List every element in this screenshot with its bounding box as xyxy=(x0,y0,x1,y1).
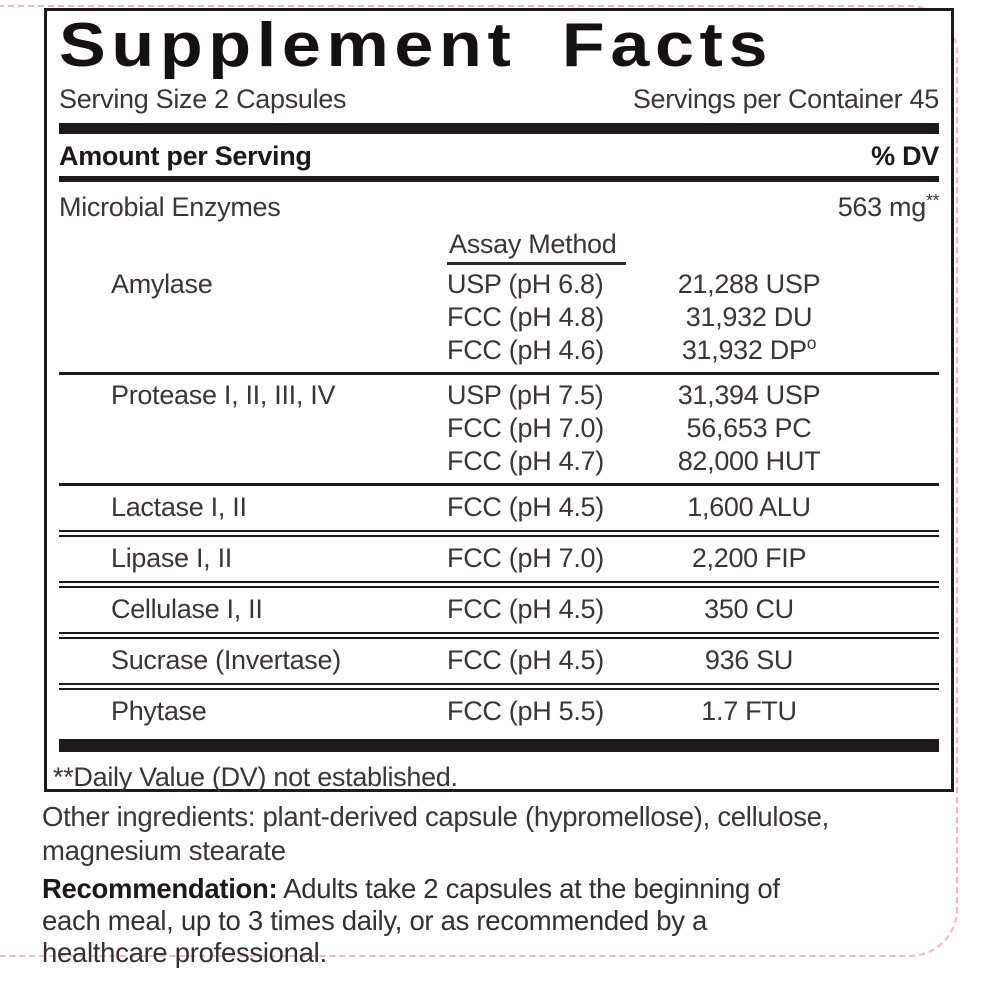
row-separator xyxy=(59,372,939,375)
assay-method-header: Assay Method xyxy=(447,228,627,265)
assay-method-value: FCC (pH 5.5) xyxy=(447,696,604,726)
assay-amount-value: 82,000 HUT xyxy=(677,446,821,476)
assay-amount-value: 1,600 ALU xyxy=(687,492,811,522)
enzyme-assay-lines: USP (pH 7.5) 31,394 USP FCC (pH 7.0) 56,653… xyxy=(447,379,939,478)
assay-amount-value: 31,932 DU xyxy=(685,302,813,332)
assay-amount-value: 350 CU xyxy=(704,594,794,624)
enzyme-assay-lines: FCC (pH 7.0) 2,200 FIP xyxy=(447,542,939,575)
assay-line: FCC (pH 4.8) 31,932 DU xyxy=(447,301,939,334)
assay-amount-value: 31,394 USP xyxy=(677,380,821,410)
enzyme-row: Lactase I, II FCC (pH 4.5) 1,600 ALU xyxy=(59,487,939,529)
amount-per-serving-row: Amount per Serving % DV xyxy=(59,139,939,173)
assay-line: FCC (pH 4.7) 82,000 HUT xyxy=(447,445,939,478)
assay-method-value: FCC (pH 4.5) xyxy=(447,594,604,624)
row-separator xyxy=(59,581,939,588)
assay-method-value: FCC (pH 4.5) xyxy=(447,492,604,522)
enzyme-name: Amylase xyxy=(111,269,213,299)
row-separator xyxy=(59,632,939,639)
assay-amount-value: 1.7 FTU xyxy=(701,696,797,726)
enzyme-row: Lipase I, II FCC (pH 7.0) 2,200 FIP xyxy=(59,538,939,580)
dv-footnote: **Daily Value (DV) not established. xyxy=(53,762,458,792)
enzyme-table: Amylase USP (pH 6.8) 21,288 USP FCC (pH 4.8… xyxy=(59,265,939,733)
assay-line: FCC (pH 4.5) 936 SU xyxy=(447,644,939,677)
percent-dv-header: % DV xyxy=(871,141,939,171)
assay-line: USP (pH 7.5) 31,394 USP xyxy=(447,379,939,412)
assay-amount-value: 936 SU xyxy=(704,645,794,675)
row-separator xyxy=(59,683,939,690)
assay-line: FCC (pH 7.0) 56,653 PC xyxy=(447,412,939,445)
assay-method-value: USP (pH 6.8) xyxy=(447,269,604,299)
microbial-enzymes-amount: 563 mg** xyxy=(837,190,940,222)
enzyme-assay-lines: FCC (pH 4.5) 1,600 ALU xyxy=(447,491,939,524)
assay-amount-value: 56,653 PC xyxy=(686,413,812,443)
assay-method-header-wrap: Assay Method xyxy=(447,228,939,265)
dv-asterisks: ** xyxy=(925,190,939,210)
divider-thick-top xyxy=(59,123,939,134)
assay-method-value: FCC (pH 4.5) xyxy=(447,645,604,675)
assay-amount-value: 31,932 DPo xyxy=(681,333,817,365)
enzyme-name: Lactase I, II xyxy=(111,492,247,522)
assay-method-value: FCC (pH 4.8) xyxy=(447,302,604,332)
enzyme-assay-lines: FCC (pH 4.5) 350 CU xyxy=(447,593,939,626)
microbial-enzymes-row: Microbial Enzymes 563 mg** xyxy=(59,190,939,224)
enzyme-name: Phytase xyxy=(111,696,207,726)
recommendation-text: Recommendation: Adults take 2 capsules a… xyxy=(42,873,780,968)
supplement-facts-panel: Supplement Facts Serving Size 2 Capsules… xyxy=(44,8,954,792)
enzyme-row: Amylase USP (pH 6.8) 21,288 USP FCC (pH 4.8… xyxy=(59,265,939,371)
row-separator xyxy=(59,530,939,537)
recommendation-label: Recommendation: xyxy=(42,873,278,904)
assay-amount-value: 21,288 USP xyxy=(677,269,821,299)
enzyme-assay-lines: USP (pH 6.8) 21,288 USP FCC (pH 4.8) 31,932… xyxy=(447,268,939,367)
row-separator xyxy=(59,483,939,486)
enzyme-name: Lipase I, II xyxy=(111,543,232,573)
panel-title: Supplement Facts xyxy=(59,11,774,80)
enzyme-row: Protease I, II, III, IV USP (pH 7.5) 31,39… xyxy=(59,376,939,482)
microbial-enzymes-label: Microbial Enzymes xyxy=(59,192,281,222)
enzyme-row: Sucrase (Invertase) FCC (pH 4.5) 936 SU xyxy=(59,640,939,682)
assay-method-value: USP (pH 7.5) xyxy=(447,380,604,410)
enzyme-name: Sucrase (Invertase) xyxy=(111,645,341,675)
assay-line: FCC (pH 5.5) 1.7 FTU xyxy=(447,695,939,728)
other-ingredients-text: Other ingredients: plant-derived capsule… xyxy=(42,801,829,866)
serving-size-text: Serving Size 2 Capsules xyxy=(59,84,347,114)
assay-line: FCC (pH 7.0) 2,200 FIP xyxy=(447,542,939,575)
below-panel-text: Other ingredients: plant-derived capsule… xyxy=(42,800,958,969)
assay-method-value: FCC (pH 7.0) xyxy=(447,543,604,573)
divider-thick-bottom xyxy=(59,739,939,752)
assay-line: FCC (pH 4.5) 350 CU xyxy=(447,593,939,626)
assay-method-value: FCC (pH 7.0) xyxy=(447,413,604,443)
enzyme-assay-lines: FCC (pH 5.5) 1.7 FTU xyxy=(447,695,939,728)
serving-row: Serving Size 2 Capsules Servings per Con… xyxy=(59,82,939,116)
assay-method-value: FCC (pH 4.6) xyxy=(447,335,604,365)
enzyme-row: Cellulase I, II FCC (pH 4.5) 350 CU xyxy=(59,589,939,631)
enzyme-name: Protease I, II, III, IV xyxy=(111,380,336,410)
assay-method-value: FCC (pH 4.7) xyxy=(447,446,604,476)
enzyme-name: Cellulase I, II xyxy=(111,594,263,624)
servings-per-container-text: Servings per Container 45 xyxy=(632,84,939,114)
assay-amount-value: 2,200 FIP xyxy=(691,543,807,573)
assay-line: USP (pH 6.8) 21,288 USP xyxy=(447,268,939,301)
enzyme-assay-lines: FCC (pH 4.5) 936 SU xyxy=(447,644,939,677)
divider-medium xyxy=(59,176,939,182)
assay-line: FCC (pH 4.5) 1,600 ALU xyxy=(447,491,939,524)
amount-superscript: o xyxy=(806,333,817,353)
enzyme-row: Phytase FCC (pH 5.5) 1.7 FTU xyxy=(59,691,939,733)
assay-line: FCC (pH 4.6) 31,932 DPo xyxy=(447,334,939,367)
amount-per-serving-header: Amount per Serving xyxy=(59,141,312,171)
